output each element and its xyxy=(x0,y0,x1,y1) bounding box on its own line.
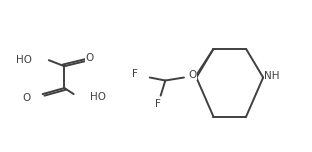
Text: O: O xyxy=(22,93,30,103)
Text: HO: HO xyxy=(16,55,32,65)
Text: F: F xyxy=(155,99,160,109)
Text: NH: NH xyxy=(264,71,280,81)
Text: F: F xyxy=(132,69,138,79)
Text: O: O xyxy=(85,53,93,63)
Text: O: O xyxy=(188,70,197,80)
Text: HO: HO xyxy=(90,92,106,102)
